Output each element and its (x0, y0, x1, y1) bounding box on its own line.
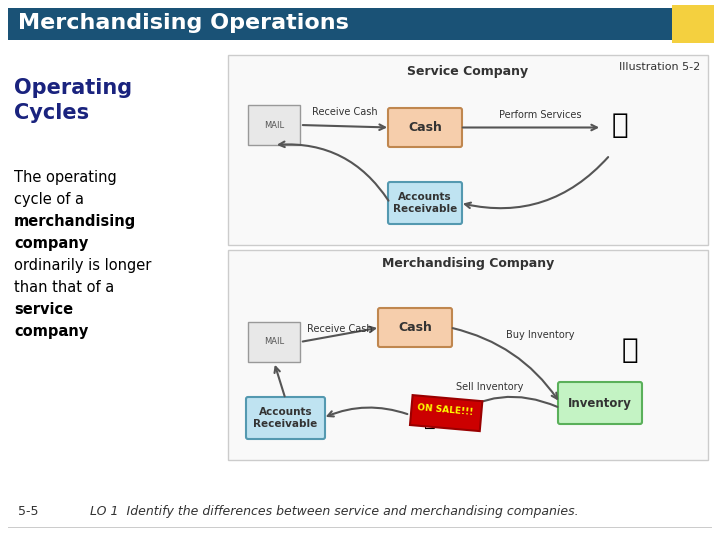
Text: Buy Inventory: Buy Inventory (505, 330, 575, 340)
Text: company: company (14, 324, 89, 339)
Text: .: . (64, 324, 68, 339)
Text: ordinarily is longer: ordinarily is longer (14, 258, 151, 273)
Text: Operating
Cycles: Operating Cycles (14, 78, 132, 123)
Bar (8, 8, 712, 40)
Text: The operating: The operating (14, 170, 117, 185)
Text: Illustration 5-2: Illustration 5-2 (618, 62, 700, 72)
FancyBboxPatch shape (388, 182, 462, 224)
Text: cycle of a: cycle of a (14, 192, 84, 207)
Text: LO 1  Identify the differences between service and merchandising companies.: LO 1 Identify the differences between se… (90, 505, 579, 518)
Bar (410, 395, 482, 431)
Text: Merchandising Operations: Merchandising Operations (18, 13, 349, 33)
Text: Merchandising Company: Merchandising Company (382, 257, 554, 270)
FancyBboxPatch shape (378, 308, 452, 347)
FancyBboxPatch shape (246, 397, 325, 439)
Text: 🚗: 🚗 (612, 111, 629, 139)
Text: 5-5: 5-5 (18, 505, 38, 518)
Text: Receive Cash: Receive Cash (312, 107, 378, 117)
Bar (228, 55, 708, 245)
Text: Accounts
Receivable: Accounts Receivable (393, 192, 457, 214)
Text: Inventory: Inventory (568, 396, 632, 409)
Text: Cash: Cash (398, 321, 432, 334)
Bar (248, 322, 300, 362)
Text: Service Company: Service Company (408, 65, 528, 78)
Text: MAIL: MAIL (264, 338, 284, 347)
Text: 🖥: 🖥 (424, 410, 436, 429)
Text: than that of a: than that of a (14, 280, 114, 295)
Text: service: service (14, 302, 73, 317)
Bar (672, 5, 714, 43)
Text: Perform Services: Perform Services (499, 110, 581, 119)
Text: Accounts
Receivable: Accounts Receivable (253, 407, 318, 429)
Text: Sell Inventory: Sell Inventory (456, 382, 523, 392)
Text: Cash: Cash (408, 121, 442, 134)
Text: Receive Cash: Receive Cash (307, 324, 373, 334)
Bar (8, 527, 712, 528)
Text: MAIL: MAIL (264, 120, 284, 130)
Text: ON SALE!!!: ON SALE!!! (417, 403, 474, 417)
FancyBboxPatch shape (388, 108, 462, 147)
Text: merchandising: merchandising (14, 214, 136, 229)
Bar (228, 250, 708, 460)
FancyBboxPatch shape (558, 382, 642, 424)
Bar (248, 105, 300, 145)
Text: company: company (14, 236, 89, 251)
Text: 🚚: 🚚 (621, 336, 639, 364)
